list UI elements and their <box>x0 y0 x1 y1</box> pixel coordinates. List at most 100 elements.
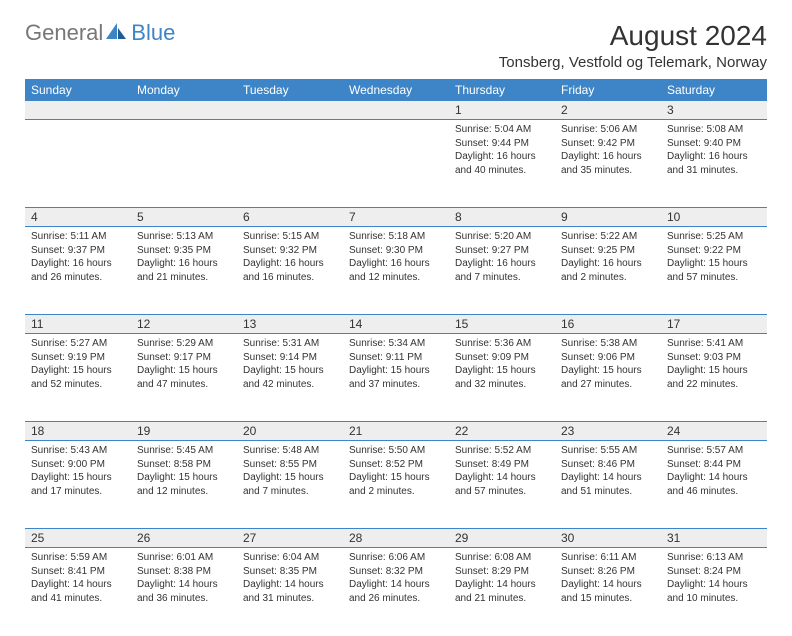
weekday-header: Saturday <box>661 79 767 101</box>
day-number-cell: 14 <box>343 315 449 334</box>
day-body: Sunrise: 6:11 AMSunset: 8:26 PMDaylight:… <box>555 548 661 609</box>
day-body: Sunrise: 5:22 AMSunset: 9:25 PMDaylight:… <box>555 227 661 288</box>
day-cell: Sunrise: 5:06 AMSunset: 9:42 PMDaylight:… <box>555 120 661 208</box>
day-number: 13 <box>237 315 343 333</box>
day-number-cell: 21 <box>343 422 449 441</box>
day-number-cell: 12 <box>131 315 237 334</box>
empty-cell <box>237 101 343 120</box>
day-body: Sunrise: 5:29 AMSunset: 9:17 PMDaylight:… <box>131 334 237 395</box>
empty-cell <box>131 120 237 208</box>
day-number-cell: 18 <box>25 422 131 441</box>
logo: General Blue <box>25 20 175 46</box>
day-number: 28 <box>343 529 449 547</box>
day-number: 30 <box>555 529 661 547</box>
empty-cell <box>343 101 449 120</box>
daynum-row: 18192021222324 <box>25 422 767 441</box>
month-title: August 2024 <box>499 20 767 52</box>
weekday-header: Monday <box>131 79 237 101</box>
day-number: 14 <box>343 315 449 333</box>
day-body: Sunrise: 5:41 AMSunset: 9:03 PMDaylight:… <box>661 334 767 395</box>
day-cell: Sunrise: 5:57 AMSunset: 8:44 PMDaylight:… <box>661 441 767 529</box>
day-number-cell: 20 <box>237 422 343 441</box>
day-body: Sunrise: 5:20 AMSunset: 9:27 PMDaylight:… <box>449 227 555 288</box>
day-number-cell: 26 <box>131 529 237 548</box>
day-body: Sunrise: 5:06 AMSunset: 9:42 PMDaylight:… <box>555 120 661 181</box>
day-cell: Sunrise: 5:34 AMSunset: 9:11 PMDaylight:… <box>343 334 449 422</box>
day-body: Sunrise: 5:43 AMSunset: 9:00 PMDaylight:… <box>25 441 131 502</box>
day-cell: Sunrise: 6:04 AMSunset: 8:35 PMDaylight:… <box>237 548 343 636</box>
day-cell: Sunrise: 5:27 AMSunset: 9:19 PMDaylight:… <box>25 334 131 422</box>
day-number: 6 <box>237 208 343 226</box>
day-number-cell: 9 <box>555 208 661 227</box>
day-number: 20 <box>237 422 343 440</box>
day-number: 9 <box>555 208 661 226</box>
day-body: Sunrise: 5:36 AMSunset: 9:09 PMDaylight:… <box>449 334 555 395</box>
day-cell: Sunrise: 5:43 AMSunset: 9:00 PMDaylight:… <box>25 441 131 529</box>
weekday-header: Wednesday <box>343 79 449 101</box>
location-text: Tonsberg, Vestfold og Telemark, Norway <box>499 54 767 71</box>
day-cell: Sunrise: 5:50 AMSunset: 8:52 PMDaylight:… <box>343 441 449 529</box>
day-number-cell: 1 <box>449 101 555 120</box>
day-cell: Sunrise: 6:13 AMSunset: 8:24 PMDaylight:… <box>661 548 767 636</box>
weekday-header: Sunday <box>25 79 131 101</box>
day-number: 19 <box>131 422 237 440</box>
day-body: Sunrise: 6:08 AMSunset: 8:29 PMDaylight:… <box>449 548 555 609</box>
day-body: Sunrise: 5:59 AMSunset: 8:41 PMDaylight:… <box>25 548 131 609</box>
day-body: Sunrise: 5:11 AMSunset: 9:37 PMDaylight:… <box>25 227 131 288</box>
day-cell: Sunrise: 6:11 AMSunset: 8:26 PMDaylight:… <box>555 548 661 636</box>
day-number: 8 <box>449 208 555 226</box>
day-number-cell: 10 <box>661 208 767 227</box>
day-cell: Sunrise: 5:08 AMSunset: 9:40 PMDaylight:… <box>661 120 767 208</box>
day-cell: Sunrise: 6:08 AMSunset: 8:29 PMDaylight:… <box>449 548 555 636</box>
day-number-cell: 25 <box>25 529 131 548</box>
day-number-cell: 19 <box>131 422 237 441</box>
day-body: Sunrise: 5:55 AMSunset: 8:46 PMDaylight:… <box>555 441 661 502</box>
day-body: Sunrise: 5:57 AMSunset: 8:44 PMDaylight:… <box>661 441 767 502</box>
day-cell: Sunrise: 5:55 AMSunset: 8:46 PMDaylight:… <box>555 441 661 529</box>
day-number: 2 <box>555 101 661 119</box>
day-body: Sunrise: 5:45 AMSunset: 8:58 PMDaylight:… <box>131 441 237 502</box>
day-body: Sunrise: 5:15 AMSunset: 9:32 PMDaylight:… <box>237 227 343 288</box>
empty-cell <box>25 120 131 208</box>
day-number-cell: 4 <box>25 208 131 227</box>
daynum-row: 11121314151617 <box>25 315 767 334</box>
day-body: Sunrise: 6:06 AMSunset: 8:32 PMDaylight:… <box>343 548 449 609</box>
day-number: 1 <box>449 101 555 119</box>
day-number: 5 <box>131 208 237 226</box>
day-body: Sunrise: 5:52 AMSunset: 8:49 PMDaylight:… <box>449 441 555 502</box>
day-cell: Sunrise: 5:52 AMSunset: 8:49 PMDaylight:… <box>449 441 555 529</box>
weekday-header-row: Sunday Monday Tuesday Wednesday Thursday… <box>25 79 767 101</box>
calendar-row: Sunrise: 5:27 AMSunset: 9:19 PMDaylight:… <box>25 334 767 422</box>
day-number: 27 <box>237 529 343 547</box>
day-number: 29 <box>449 529 555 547</box>
day-number-cell: 31 <box>661 529 767 548</box>
day-number-cell: 2 <box>555 101 661 120</box>
empty-cell <box>343 120 449 208</box>
day-body: Sunrise: 6:04 AMSunset: 8:35 PMDaylight:… <box>237 548 343 609</box>
empty-cell <box>237 120 343 208</box>
day-number-cell: 8 <box>449 208 555 227</box>
day-cell: Sunrise: 6:06 AMSunset: 8:32 PMDaylight:… <box>343 548 449 636</box>
day-number-cell: 6 <box>237 208 343 227</box>
day-number-cell: 3 <box>661 101 767 120</box>
day-body: Sunrise: 6:01 AMSunset: 8:38 PMDaylight:… <box>131 548 237 609</box>
day-number: 17 <box>661 315 767 333</box>
day-cell: Sunrise: 5:31 AMSunset: 9:14 PMDaylight:… <box>237 334 343 422</box>
day-body: Sunrise: 5:08 AMSunset: 9:40 PMDaylight:… <box>661 120 767 181</box>
weekday-header: Tuesday <box>237 79 343 101</box>
day-number-cell: 29 <box>449 529 555 548</box>
empty-cell <box>25 101 131 120</box>
day-number-cell: 24 <box>661 422 767 441</box>
day-number: 3 <box>661 101 767 119</box>
calendar-table: Sunday Monday Tuesday Wednesday Thursday… <box>25 79 767 636</box>
day-body: Sunrise: 6:13 AMSunset: 8:24 PMDaylight:… <box>661 548 767 609</box>
day-body: Sunrise: 5:48 AMSunset: 8:55 PMDaylight:… <box>237 441 343 502</box>
day-cell: Sunrise: 5:45 AMSunset: 8:58 PMDaylight:… <box>131 441 237 529</box>
day-cell: Sunrise: 5:22 AMSunset: 9:25 PMDaylight:… <box>555 227 661 315</box>
day-cell: Sunrise: 5:25 AMSunset: 9:22 PMDaylight:… <box>661 227 767 315</box>
day-cell: Sunrise: 5:41 AMSunset: 9:03 PMDaylight:… <box>661 334 767 422</box>
daynum-row: 123 <box>25 101 767 120</box>
day-number-cell: 30 <box>555 529 661 548</box>
day-cell: Sunrise: 5:20 AMSunset: 9:27 PMDaylight:… <box>449 227 555 315</box>
weekday-header: Friday <box>555 79 661 101</box>
